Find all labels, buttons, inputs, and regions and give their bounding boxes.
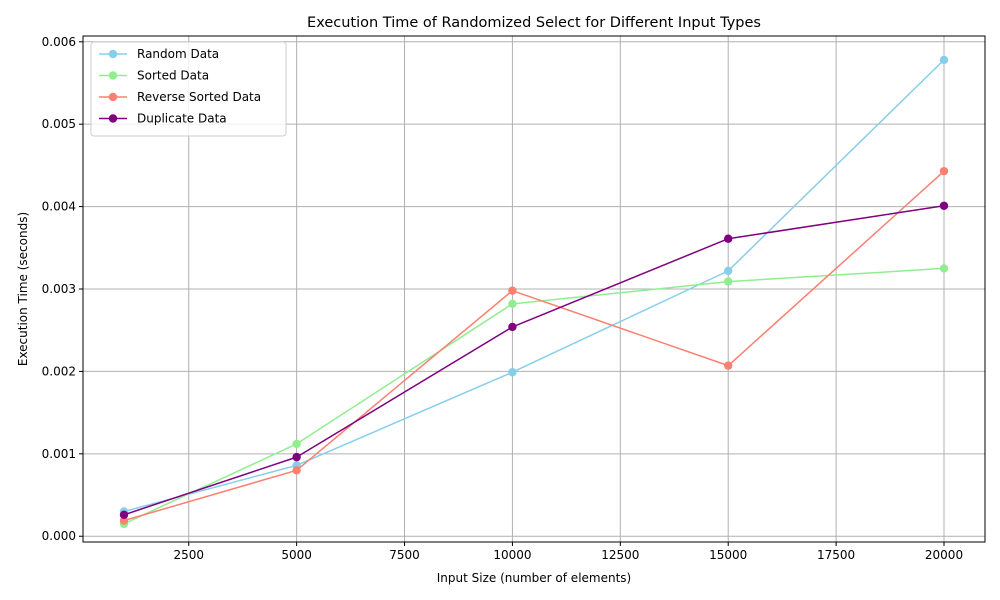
legend: Random Data Sorted Data Reverse Sorted Dat… [90, 41, 287, 137]
series-reverse-sorted-data [119, 166, 949, 525]
x-tick-label: 15000 [709, 548, 747, 562]
y-tick-label: 0.004 [42, 200, 76, 214]
legend-item: Random Data [99, 47, 219, 61]
legend-marker [108, 49, 118, 59]
y-axis-label: Execution Time (seconds) [16, 212, 30, 366]
legend-marker [108, 114, 118, 123]
data-point [724, 234, 733, 243]
y-tick-label: 0.006 [42, 35, 76, 49]
x-tick-label: 5000 [281, 548, 312, 562]
legend-label: Duplicate Data [137, 112, 227, 126]
y-tick-label: 0.003 [42, 282, 76, 296]
legend-item: Reverse Sorted Data [99, 90, 261, 104]
legend-label: Random Data [137, 47, 219, 61]
data-point [508, 368, 517, 377]
data-point [292, 466, 301, 475]
x-tick-label: 7500 [389, 548, 420, 562]
x-axis: 2500 5000 7500 10000 12500 15000 17500 20000 [173, 542, 963, 562]
data-point [939, 264, 949, 273]
data-point [939, 201, 949, 210]
x-tick-label: 10000 [493, 548, 531, 562]
chart-title: Execution Time of Randomized Select for … [307, 15, 761, 31]
y-tick-label: 0.002 [42, 364, 76, 378]
data-point [724, 277, 733, 286]
x-tick-label: 17500 [817, 548, 855, 562]
data-point [292, 439, 301, 449]
series-duplicate-data [119, 201, 949, 520]
y-axis: 0.000 0.001 0.002 0.003 0.004 0.005 0.006 [42, 35, 83, 543]
data-point [508, 299, 517, 309]
data-point [724, 361, 733, 370]
series-layer [119, 55, 949, 529]
legend-marker [108, 71, 118, 80]
data-point [508, 286, 517, 295]
y-tick-label: 0.005 [42, 117, 76, 131]
y-tick-label: 0.001 [42, 447, 76, 461]
data-point [119, 516, 129, 525]
x-axis-label: Input Size (number of elements) [437, 571, 631, 585]
legend-item: Duplicate Data [99, 112, 227, 126]
x-tick-label: 20000 [925, 548, 963, 562]
legend-label: Reverse Sorted Data [137, 90, 261, 104]
x-tick-label: 2500 [173, 548, 204, 562]
legend-label: Sorted Data [137, 69, 209, 83]
legend-marker [108, 92, 118, 102]
data-point [724, 266, 733, 276]
legend-item: Sorted Data [99, 69, 209, 83]
grid-lines [83, 36, 985, 542]
x-tick-label: 12500 [601, 548, 639, 562]
y-tick-label: 0.000 [42, 529, 76, 543]
data-point [508, 322, 517, 332]
data-point [292, 452, 301, 462]
legend-box [90, 41, 287, 137]
data-point [119, 510, 129, 520]
data-point [939, 166, 949, 176]
data-point [939, 55, 949, 65]
